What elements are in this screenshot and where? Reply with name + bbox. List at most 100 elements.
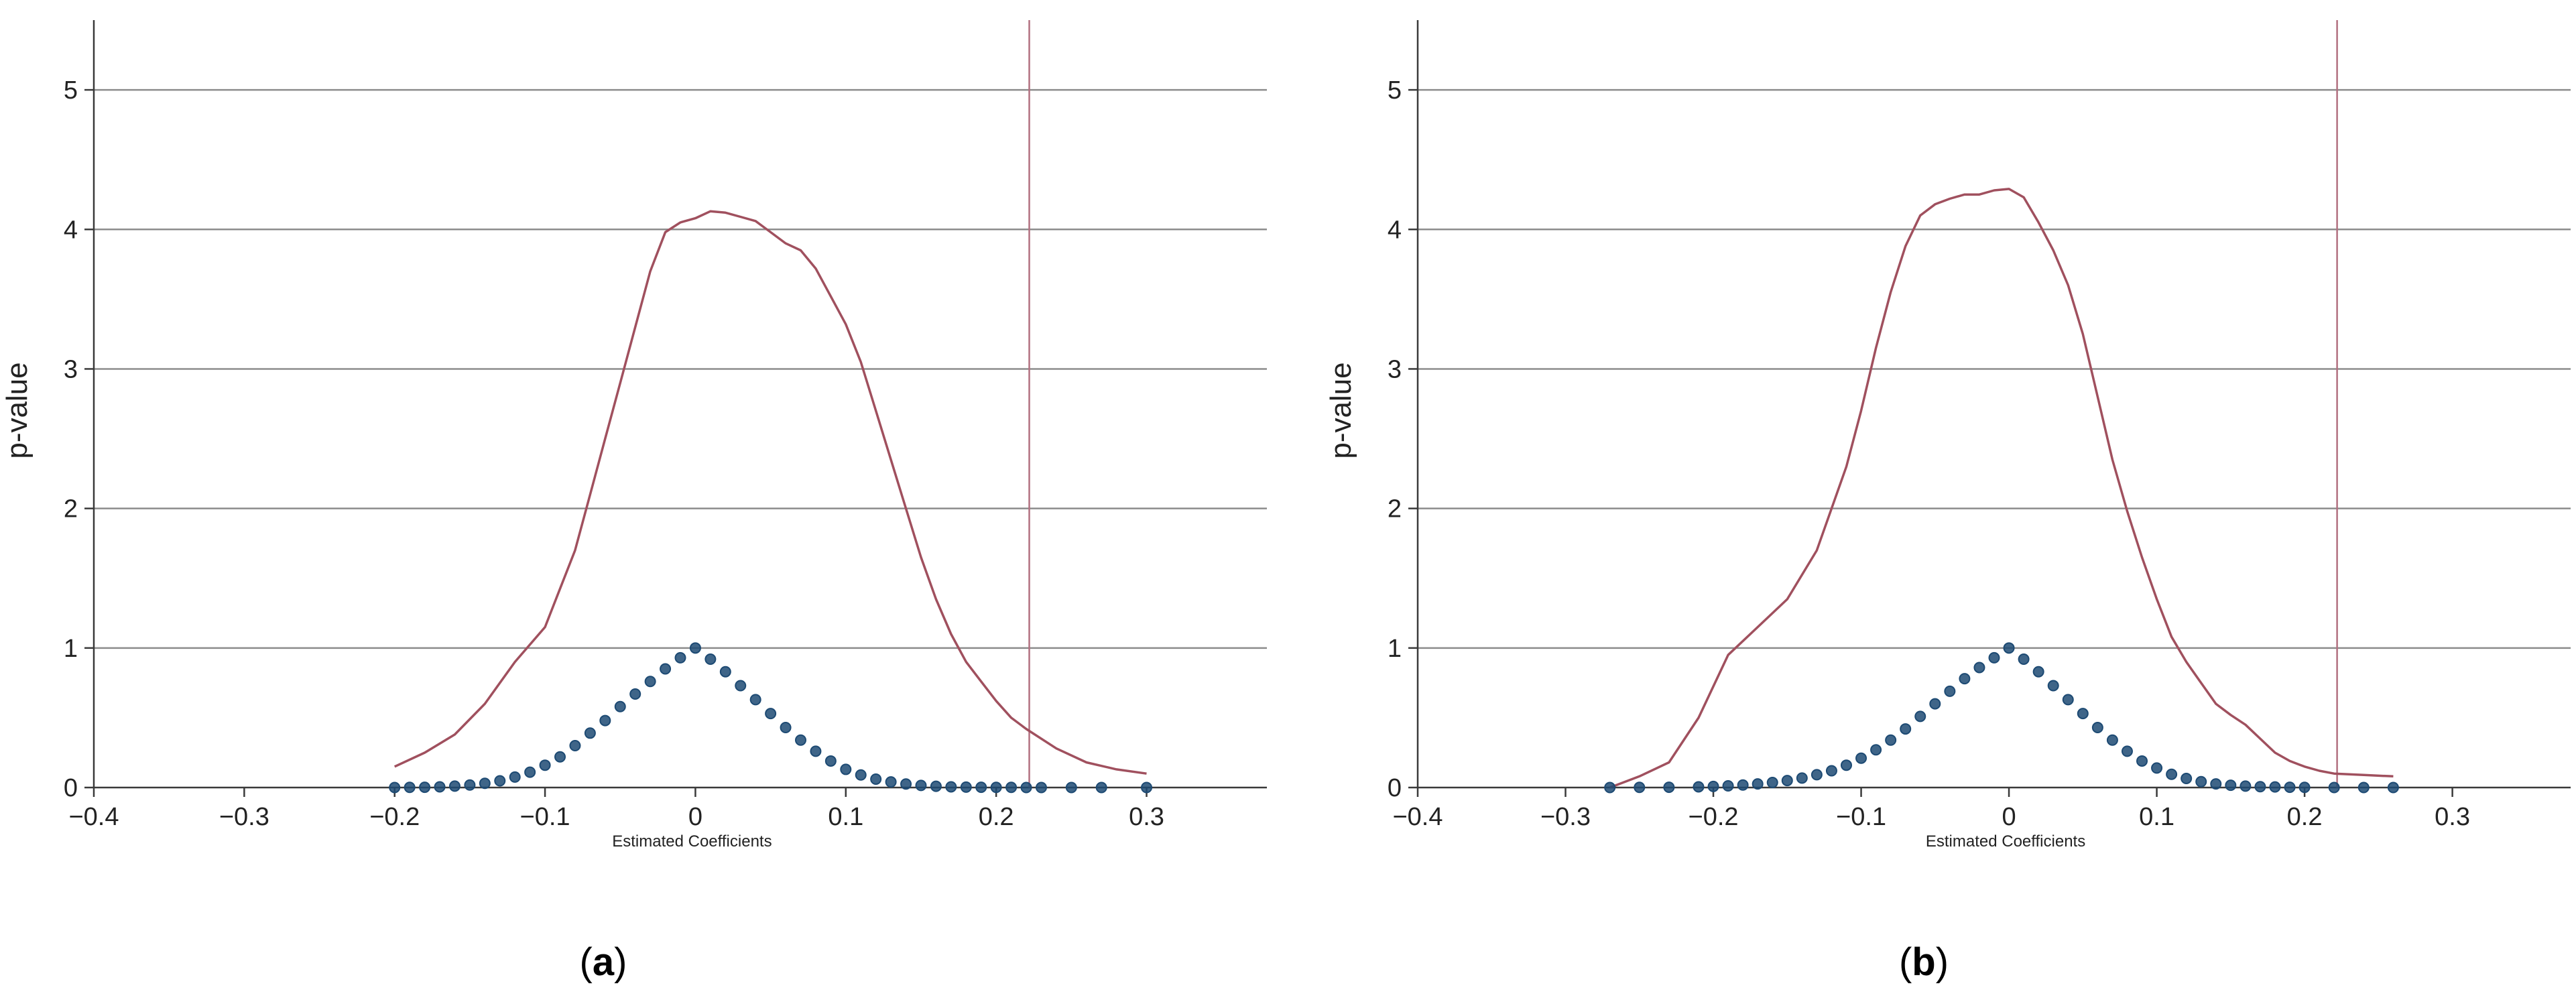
scatter-point <box>930 780 942 792</box>
y-tick-label: 3 <box>1388 355 1402 383</box>
x-axis-title: Estimated Coefficients <box>612 832 772 851</box>
scatter-point <box>1885 734 1897 746</box>
scatter-point <box>539 759 551 771</box>
scatter-point <box>1693 781 1705 793</box>
scatter-point <box>870 773 882 786</box>
scatter-point <box>1141 781 1153 794</box>
scatter-point <box>1005 781 1018 794</box>
scatter-point <box>2225 779 2237 792</box>
scatter-point <box>629 688 641 700</box>
scatter-point <box>509 771 521 783</box>
y-tick-label: 2 <box>1388 495 1402 523</box>
x-tick-label: −0.3 <box>1540 803 1591 831</box>
scatter-point <box>1634 781 1646 794</box>
scatter-point <box>660 663 672 675</box>
scatter-point <box>2106 734 2118 746</box>
scatter-point <box>1035 781 1047 794</box>
x-tick-label: −0.4 <box>1392 803 1443 831</box>
scatter-point <box>584 727 596 739</box>
y-tick-label: 5 <box>64 76 78 105</box>
x-tick-label: 0.2 <box>979 803 1014 831</box>
scatter-point <box>404 781 416 794</box>
scatter-point <box>644 676 656 688</box>
x-tick-label: 0.1 <box>2139 803 2174 831</box>
scatter-point <box>1095 781 1107 794</box>
x-tick-label: 0 <box>688 803 702 831</box>
scatter-point <box>2195 775 2207 788</box>
scatter-point <box>1766 777 1778 789</box>
scatter-point <box>464 779 476 791</box>
scatter-point <box>2151 762 2163 774</box>
scatter-point <box>1722 780 1734 792</box>
scatter-point <box>2091 721 2103 733</box>
panel-label: a <box>593 940 615 984</box>
x-tick-label: −0.3 <box>219 803 269 831</box>
scatter-point <box>1065 781 1077 794</box>
density-curve <box>393 210 1147 775</box>
scatter-point <box>2032 666 2044 678</box>
scatter-point <box>1663 781 1675 794</box>
scatter-point <box>1020 781 1032 794</box>
scatter-point <box>2284 781 2296 794</box>
scatter-point <box>735 680 747 692</box>
x-tick-label: 0.1 <box>828 803 863 831</box>
scatter-point <box>824 755 837 767</box>
x-tick-label: 0.2 <box>2287 803 2323 831</box>
x-tick-label: −0.1 <box>1836 803 1886 831</box>
x-tick-label: −0.2 <box>1689 803 1739 831</box>
x-tick-label: 0.3 <box>1129 803 1164 831</box>
scatter-point <box>2003 642 2015 654</box>
scatter-point <box>2210 778 2222 790</box>
scatter-point <box>2047 680 2059 692</box>
y-tick-label: 1 <box>1388 635 1402 663</box>
scatter-point <box>960 781 972 793</box>
scatter-point <box>1737 779 1749 791</box>
scatter-point <box>2121 745 2133 757</box>
scatter-point <box>2018 653 2030 665</box>
scatter-point <box>599 714 611 727</box>
scatter-point <box>1707 780 1719 792</box>
scatter-point <box>1781 775 1793 787</box>
scatter-point <box>1973 662 1985 674</box>
scatter-point <box>494 775 506 787</box>
scatter-point <box>1988 651 2000 664</box>
x-tick-label: 0 <box>2002 803 2016 831</box>
scatter-point <box>885 776 897 788</box>
scatter-point <box>1914 710 1926 723</box>
scatter-point <box>810 745 822 757</box>
y-tick-label: 3 <box>64 355 78 383</box>
scatter-point <box>448 780 461 792</box>
panel-caption: (b) <box>1899 940 1949 984</box>
y-tick-label: 4 <box>1388 216 1402 244</box>
y-tick-label: 2 <box>64 495 78 523</box>
y-axis-title: p-value <box>1325 362 1357 458</box>
scatter-point <box>840 763 852 775</box>
scatter-point <box>780 721 792 733</box>
scatter-point <box>554 751 566 763</box>
x-axis-title: Estimated Coefficients <box>1926 832 2085 851</box>
scatter-point <box>1944 685 1956 697</box>
scatter-point <box>2240 780 2252 792</box>
scatter-point <box>794 734 806 746</box>
scatter-point <box>765 708 777 720</box>
scatter-point <box>1811 769 1823 781</box>
scatter-point <box>569 740 581 752</box>
y-tick-label: 1 <box>64 635 78 663</box>
scatter-point <box>2062 694 2074 706</box>
scatter-point <box>2328 781 2340 794</box>
scatter-point <box>915 779 927 792</box>
scatter-point <box>2077 708 2089 720</box>
panel-caption: (a) <box>580 940 627 984</box>
scatter-point <box>524 766 536 778</box>
scatter-point <box>2136 755 2148 767</box>
y-axis-title: p-value <box>1 362 34 458</box>
scatter-point <box>2269 781 2281 793</box>
scatter-point <box>2298 781 2311 794</box>
scatter-point <box>1959 673 1971 685</box>
scatter-point <box>2357 781 2370 794</box>
y-tick-label: 0 <box>64 774 78 802</box>
scatter-point <box>1929 698 1941 710</box>
scatter-point <box>2166 768 2178 780</box>
scatter-point <box>2254 781 2266 793</box>
